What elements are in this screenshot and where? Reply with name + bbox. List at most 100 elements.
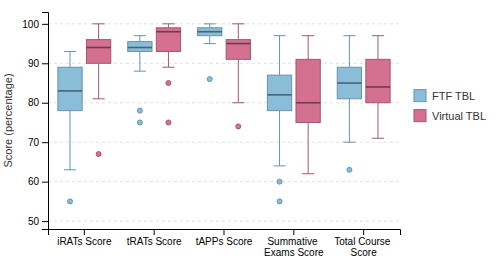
cap-high — [343, 35, 355, 36]
legend-swatch — [414, 110, 426, 122]
median — [267, 94, 291, 96]
whisker-high — [279, 36, 280, 75]
whisker-low — [349, 99, 350, 142]
box — [267, 36, 291, 204]
flier — [96, 152, 101, 157]
grid-line — [48, 102, 400, 103]
x-tick: Total Course Score — [334, 229, 393, 258]
y-tick-mark — [42, 103, 48, 104]
cap-low — [162, 67, 174, 68]
y-tick-mark — [42, 24, 48, 25]
median — [198, 31, 222, 33]
x-tick: Summative Exams Score — [264, 229, 324, 258]
x-tick-label-line: Total Course — [334, 236, 393, 247]
box — [86, 24, 110, 157]
box — [156, 24, 180, 125]
box-body — [58, 67, 82, 110]
series — [86, 24, 390, 174]
whisker-low — [168, 51, 169, 67]
plot: 50 60 70 80 90 100 iRATs Score tRATs Score tAPPs… — [2, 13, 401, 259]
flier — [347, 167, 352, 172]
box-body — [86, 40, 110, 64]
legend-item: Virtual TBL — [414, 110, 486, 122]
whisker-low — [377, 103, 378, 139]
box — [198, 24, 222, 82]
box-body — [296, 59, 320, 122]
y-tick-label: 70 — [28, 137, 40, 148]
whisker-low — [139, 51, 140, 71]
x-tick: tRATs Score — [127, 229, 182, 247]
x-tick-label-line: tAPPs Score — [196, 236, 253, 247]
median — [58, 90, 82, 92]
whisker-high — [139, 36, 140, 42]
whisker-high — [98, 24, 99, 40]
box — [296, 36, 320, 174]
x-tick: iRATs Score — [57, 229, 112, 247]
cap-high — [162, 23, 174, 24]
marks — [58, 24, 390, 204]
cap-high — [273, 35, 285, 36]
median — [366, 86, 390, 88]
y-tick-label: 100 — [22, 19, 39, 30]
cap-high — [302, 35, 314, 36]
cap-low — [372, 138, 384, 139]
whisker-high — [308, 36, 309, 60]
box — [366, 36, 390, 139]
median — [337, 82, 361, 84]
cap-low — [64, 169, 76, 170]
cap-high — [232, 23, 244, 24]
whisker-low — [308, 122, 309, 173]
series — [58, 24, 362, 204]
whisker-high — [349, 36, 350, 68]
y-axis-line — [42, 13, 49, 230]
cap-high — [372, 35, 384, 36]
whisker-low — [209, 36, 210, 44]
y-tick: 60 — [28, 176, 48, 187]
flier — [207, 77, 212, 82]
y-tick: 90 — [28, 58, 48, 69]
cap-low — [343, 142, 355, 143]
whisker-low — [279, 111, 280, 166]
cap-high — [134, 35, 146, 36]
y-tick-mark — [42, 142, 48, 143]
grid-line — [48, 23, 400, 24]
x-tick-label: Total Course Score — [334, 236, 393, 258]
y-axis: 50 60 70 80 90 100 — [22, 13, 48, 230]
x-tick-mark — [224, 229, 225, 235]
x-tick-label-line: Exams Score — [264, 247, 324, 258]
flier — [137, 108, 142, 113]
legend-label: Virtual TBL — [432, 110, 486, 122]
box — [226, 24, 250, 129]
x-tick-label: tRATs Score — [127, 236, 182, 247]
x-axis-line — [49, 230, 401, 236]
flier — [277, 199, 282, 204]
cap-low — [204, 43, 216, 44]
y-tick-mark — [42, 182, 48, 183]
flier — [68, 199, 73, 204]
box-body — [267, 75, 291, 111]
x-tick-label: Summative Exams Score — [264, 236, 324, 258]
y-tick-label: 90 — [28, 58, 40, 69]
cap-low — [302, 173, 314, 174]
chart: 50 60 70 80 90 100 iRATs Score tRATs Score tAPPs… — [0, 0, 500, 269]
box-body — [337, 67, 361, 99]
y-tick: 50 — [28, 216, 48, 227]
median — [86, 47, 110, 49]
whisker-high — [377, 36, 378, 60]
y-tick-label: 60 — [28, 176, 40, 187]
x-tick-mark — [293, 229, 294, 235]
y-tick-label: 80 — [28, 97, 40, 108]
flier — [277, 179, 282, 184]
whisker-low — [70, 111, 71, 170]
box — [337, 36, 361, 173]
y-tick-mark — [42, 63, 48, 64]
box-body — [198, 28, 222, 36]
y-axis-title: Score (percentage) — [2, 73, 14, 167]
median — [296, 102, 320, 104]
grid — [48, 24, 400, 221]
flier — [166, 120, 171, 125]
whisker-high — [70, 51, 71, 67]
median — [128, 47, 152, 49]
whisker-high — [168, 24, 169, 28]
cap-high — [93, 23, 105, 24]
